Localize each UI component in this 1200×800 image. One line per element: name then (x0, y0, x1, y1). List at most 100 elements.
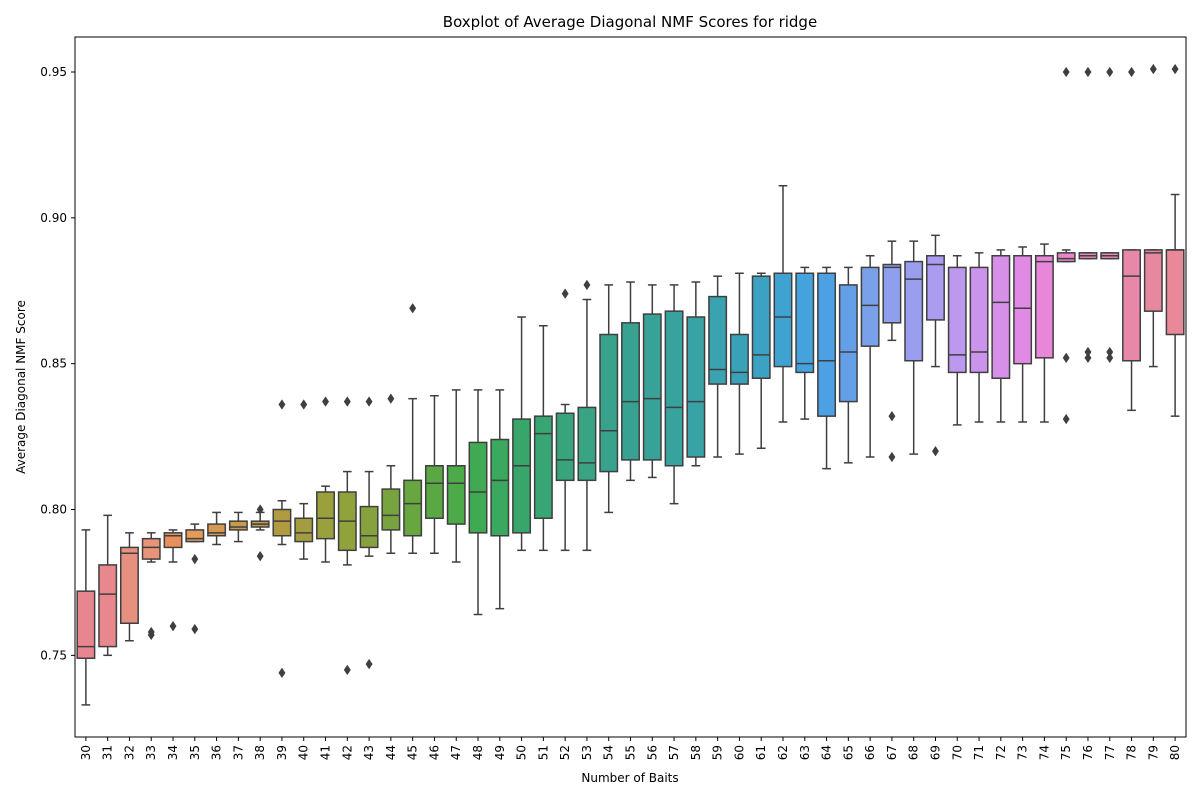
x-tick-label: 42 (340, 745, 354, 760)
x-tick-label: 52 (558, 745, 572, 760)
outlier-point (343, 664, 351, 676)
y-axis-label: Average Diagonal NMF Score (14, 300, 28, 474)
outlier-point (1062, 413, 1070, 425)
box-46 (424, 465, 444, 519)
y-tick-label: 0.85 (40, 357, 67, 371)
box-78 (1122, 249, 1142, 362)
box-66 (860, 266, 880, 347)
x-tick-label: 67 (885, 745, 899, 760)
x-tick-label: 74 (1037, 745, 1051, 760)
chart-title: Boxplot of Average Diagonal NMF Scores f… (443, 13, 817, 31)
box-48 (468, 441, 488, 534)
outlier-point (888, 410, 896, 422)
box-37 (228, 520, 248, 531)
x-tick-label: 58 (689, 745, 703, 760)
x-tick-label: 34 (166, 745, 180, 760)
x-tick-label: 49 (493, 745, 507, 760)
outlier-point (147, 626, 155, 638)
box-55 (621, 322, 640, 461)
x-tick-label: 57 (667, 745, 681, 760)
box-63 (795, 272, 815, 374)
outlier-point (583, 279, 591, 291)
box-51 (533, 415, 553, 519)
box-74 (1034, 255, 1054, 359)
x-tick-label: 38 (253, 745, 267, 760)
outlier-point (1084, 352, 1092, 364)
x-tick-label: 62 (776, 745, 790, 760)
box-69 (926, 255, 945, 321)
x-tick-label: 55 (624, 745, 638, 760)
x-tick-label: 56 (645, 745, 659, 760)
box-50 (512, 418, 532, 534)
x-tick-label: 66 (863, 745, 877, 760)
outlier-point (1149, 63, 1157, 75)
box-44 (381, 488, 401, 531)
box-30 (76, 590, 96, 660)
outlier-point (931, 445, 939, 457)
outlier-point (1128, 66, 1136, 78)
plot-frame (74, 36, 1187, 738)
box-43 (359, 505, 379, 549)
x-tick-label: 79 (1146, 745, 1160, 760)
x-tick-label: 68 (907, 745, 921, 760)
box-54 (599, 333, 619, 473)
x-tick-label: 51 (536, 745, 550, 760)
x-tick-label: 43 (362, 745, 376, 760)
box-79 (1143, 249, 1163, 312)
box-60 (729, 333, 749, 385)
outlier-point (322, 396, 330, 407)
x-tick-label: 32 (122, 745, 136, 760)
box-56 (642, 313, 662, 461)
box-64 (817, 272, 837, 417)
box-58 (686, 316, 706, 458)
outlier-point (409, 302, 417, 314)
box-39 (272, 508, 292, 537)
x-tick-label: 40 (297, 745, 311, 760)
box-32 (119, 546, 139, 625)
x-tick-label: 71 (972, 745, 986, 760)
x-tick-label: 50 (515, 745, 529, 760)
x-tick-label: 54 (602, 745, 616, 760)
x-tick-label: 73 (1016, 745, 1030, 760)
x-tick-label: 36 (210, 745, 224, 760)
x-tick-label: 65 (841, 745, 855, 760)
x-tick-label: 75 (1059, 745, 1073, 760)
box-49 (490, 438, 510, 537)
box-41 (316, 491, 335, 540)
outlier-point (300, 399, 308, 410)
box-40 (294, 517, 314, 543)
x-tick-label: 47 (449, 745, 463, 760)
box-36 (207, 523, 227, 537)
box-59 (708, 295, 728, 385)
outlier-point (1062, 66, 1070, 78)
outlier-point (1062, 352, 1070, 364)
box-45 (403, 479, 423, 537)
plot-area: 0.75 0.80 0.85 0.90 0.95 30 31 32 33 34 35 36 37 38 39… (40, 63, 1185, 760)
outlier-point (1106, 352, 1114, 364)
outlier-point (561, 288, 569, 299)
box-35 (185, 529, 205, 543)
box-33 (141, 537, 161, 560)
outlier-point (1106, 66, 1114, 78)
x-tick-label: 53 (580, 745, 594, 760)
x-axis-label: Number of Baits (581, 771, 678, 785)
y-tick-label: 0.80 (40, 503, 67, 517)
box-70 (947, 266, 967, 374)
outlier-point (365, 658, 373, 670)
box-67 (882, 263, 902, 324)
box-31 (98, 564, 118, 648)
outlier-point (1171, 63, 1179, 75)
outlier-point (387, 393, 395, 404)
outlier-point (278, 667, 286, 679)
y-tick-label: 0.75 (40, 648, 67, 662)
x-tick-label: 33 (144, 745, 158, 760)
x-tick-label: 64 (820, 745, 834, 760)
y-tick-label: 0.90 (40, 211, 67, 225)
y-tick-label: 0.95 (40, 65, 67, 79)
outlier-point (888, 451, 896, 463)
box-75 (1056, 252, 1076, 263)
box-72 (991, 255, 1011, 379)
box-61 (751, 275, 771, 379)
x-tick-label: 45 (406, 745, 420, 760)
x-tick-label: 77 (1103, 745, 1117, 760)
